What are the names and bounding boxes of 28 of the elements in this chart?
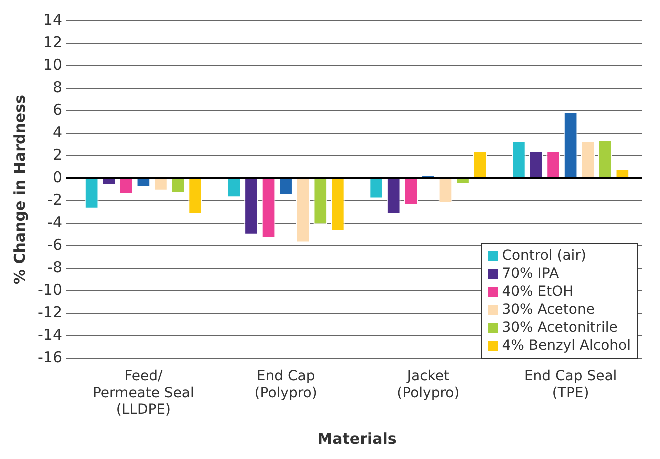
y-tick-label: -2 bbox=[48, 190, 62, 209]
y-tick-label: -6 bbox=[48, 236, 62, 254]
legend-label: Control (air) bbox=[502, 247, 586, 265]
legend-label: 4% Benzyl Alcohol bbox=[502, 337, 631, 355]
y-tick-label: 4 bbox=[52, 123, 62, 142]
y-tick-label: -10 bbox=[38, 280, 62, 299]
y-axis-title: % Change in Hardness bbox=[10, 95, 29, 285]
legend-label: 40% EtOH bbox=[502, 283, 574, 301]
y-tick-label: 8 bbox=[52, 78, 62, 96]
y-tick-label: 0 bbox=[52, 168, 62, 186]
y-tick-label: 14 bbox=[43, 10, 62, 29]
legend-label: 30% Acetonitrile bbox=[502, 319, 618, 337]
y-tick-label: 10 bbox=[43, 56, 62, 74]
legend-label: 70% IPA bbox=[502, 265, 560, 283]
x-axis-title: Materials bbox=[318, 430, 397, 448]
x-tick-label: Feed/ Permeate Seal (LLDPE) bbox=[92, 368, 194, 418]
y-tick-label: 6 bbox=[52, 100, 62, 119]
x-tick-label: Jacket (Polypro) bbox=[397, 368, 460, 402]
x-tick-label: End Cap (Polypro) bbox=[254, 368, 318, 402]
y-tick-label: -4 bbox=[48, 213, 62, 232]
y-tick-label: -16 bbox=[38, 348, 62, 366]
x-tick-label: End Cap Seal (TPE) bbox=[524, 368, 618, 402]
y-tick-label: -8 bbox=[48, 258, 62, 276]
y-tick-label: 12 bbox=[43, 33, 62, 52]
y-tick-label: 2 bbox=[52, 146, 62, 164]
legend-label: 30% Acetone bbox=[502, 301, 595, 319]
y-tick-label: -14 bbox=[38, 326, 62, 344]
y-tick-label: -12 bbox=[38, 303, 62, 322]
